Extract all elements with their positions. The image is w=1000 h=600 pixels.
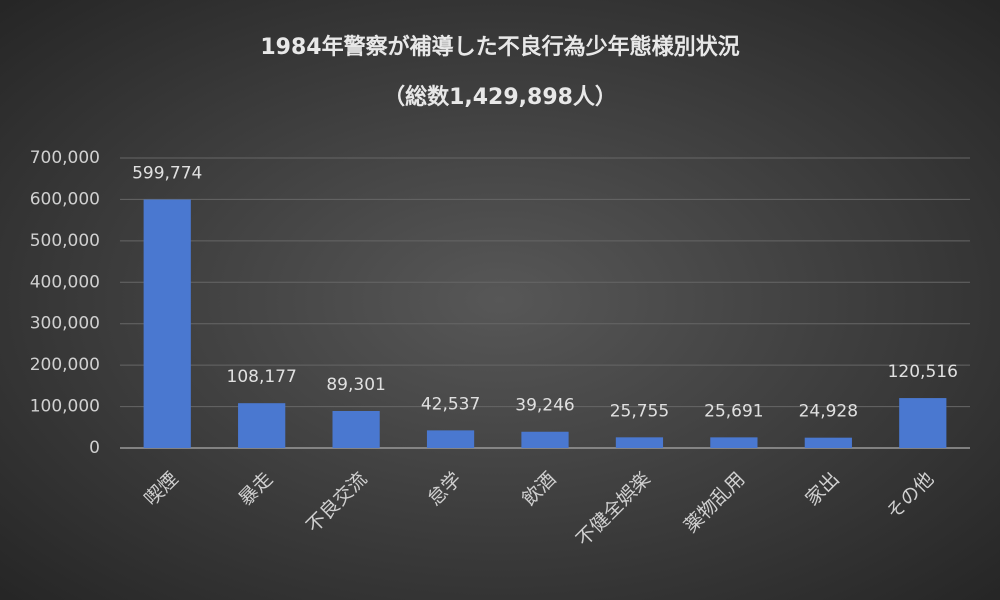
bar bbox=[238, 403, 286, 448]
bar bbox=[804, 437, 852, 448]
bar bbox=[332, 411, 380, 448]
bar bbox=[143, 199, 191, 448]
value-label: 89,301 bbox=[326, 375, 385, 395]
y-tick-label: 700,000 bbox=[30, 148, 100, 168]
bar bbox=[615, 437, 664, 448]
bar bbox=[521, 431, 569, 448]
value-label: 39,246 bbox=[515, 396, 574, 416]
value-label: 120,516 bbox=[888, 362, 958, 382]
y-tick-label: 100,000 bbox=[30, 397, 100, 417]
y-tick-label: 200,000 bbox=[30, 355, 100, 375]
value-label: 25,691 bbox=[704, 401, 763, 421]
chart-subtitle: （総数1,429,898人） bbox=[383, 84, 617, 110]
value-label: 108,177 bbox=[227, 367, 297, 387]
bar bbox=[426, 430, 475, 448]
value-label: 599,774 bbox=[132, 164, 202, 184]
y-tick-label: 300,000 bbox=[30, 314, 100, 334]
y-tick-label: 0 bbox=[89, 438, 100, 458]
chart-title: 1984年警察が補導した不良行為少年態様別状況 bbox=[260, 34, 739, 60]
y-tick-label: 600,000 bbox=[30, 189, 100, 209]
bar bbox=[899, 398, 947, 448]
value-label: 42,537 bbox=[421, 394, 480, 414]
y-tick-label: 500,000 bbox=[30, 231, 100, 251]
bar bbox=[710, 437, 758, 448]
value-label: 25,755 bbox=[610, 401, 669, 421]
y-tick-label: 400,000 bbox=[30, 272, 100, 292]
value-label: 24,928 bbox=[799, 402, 858, 422]
